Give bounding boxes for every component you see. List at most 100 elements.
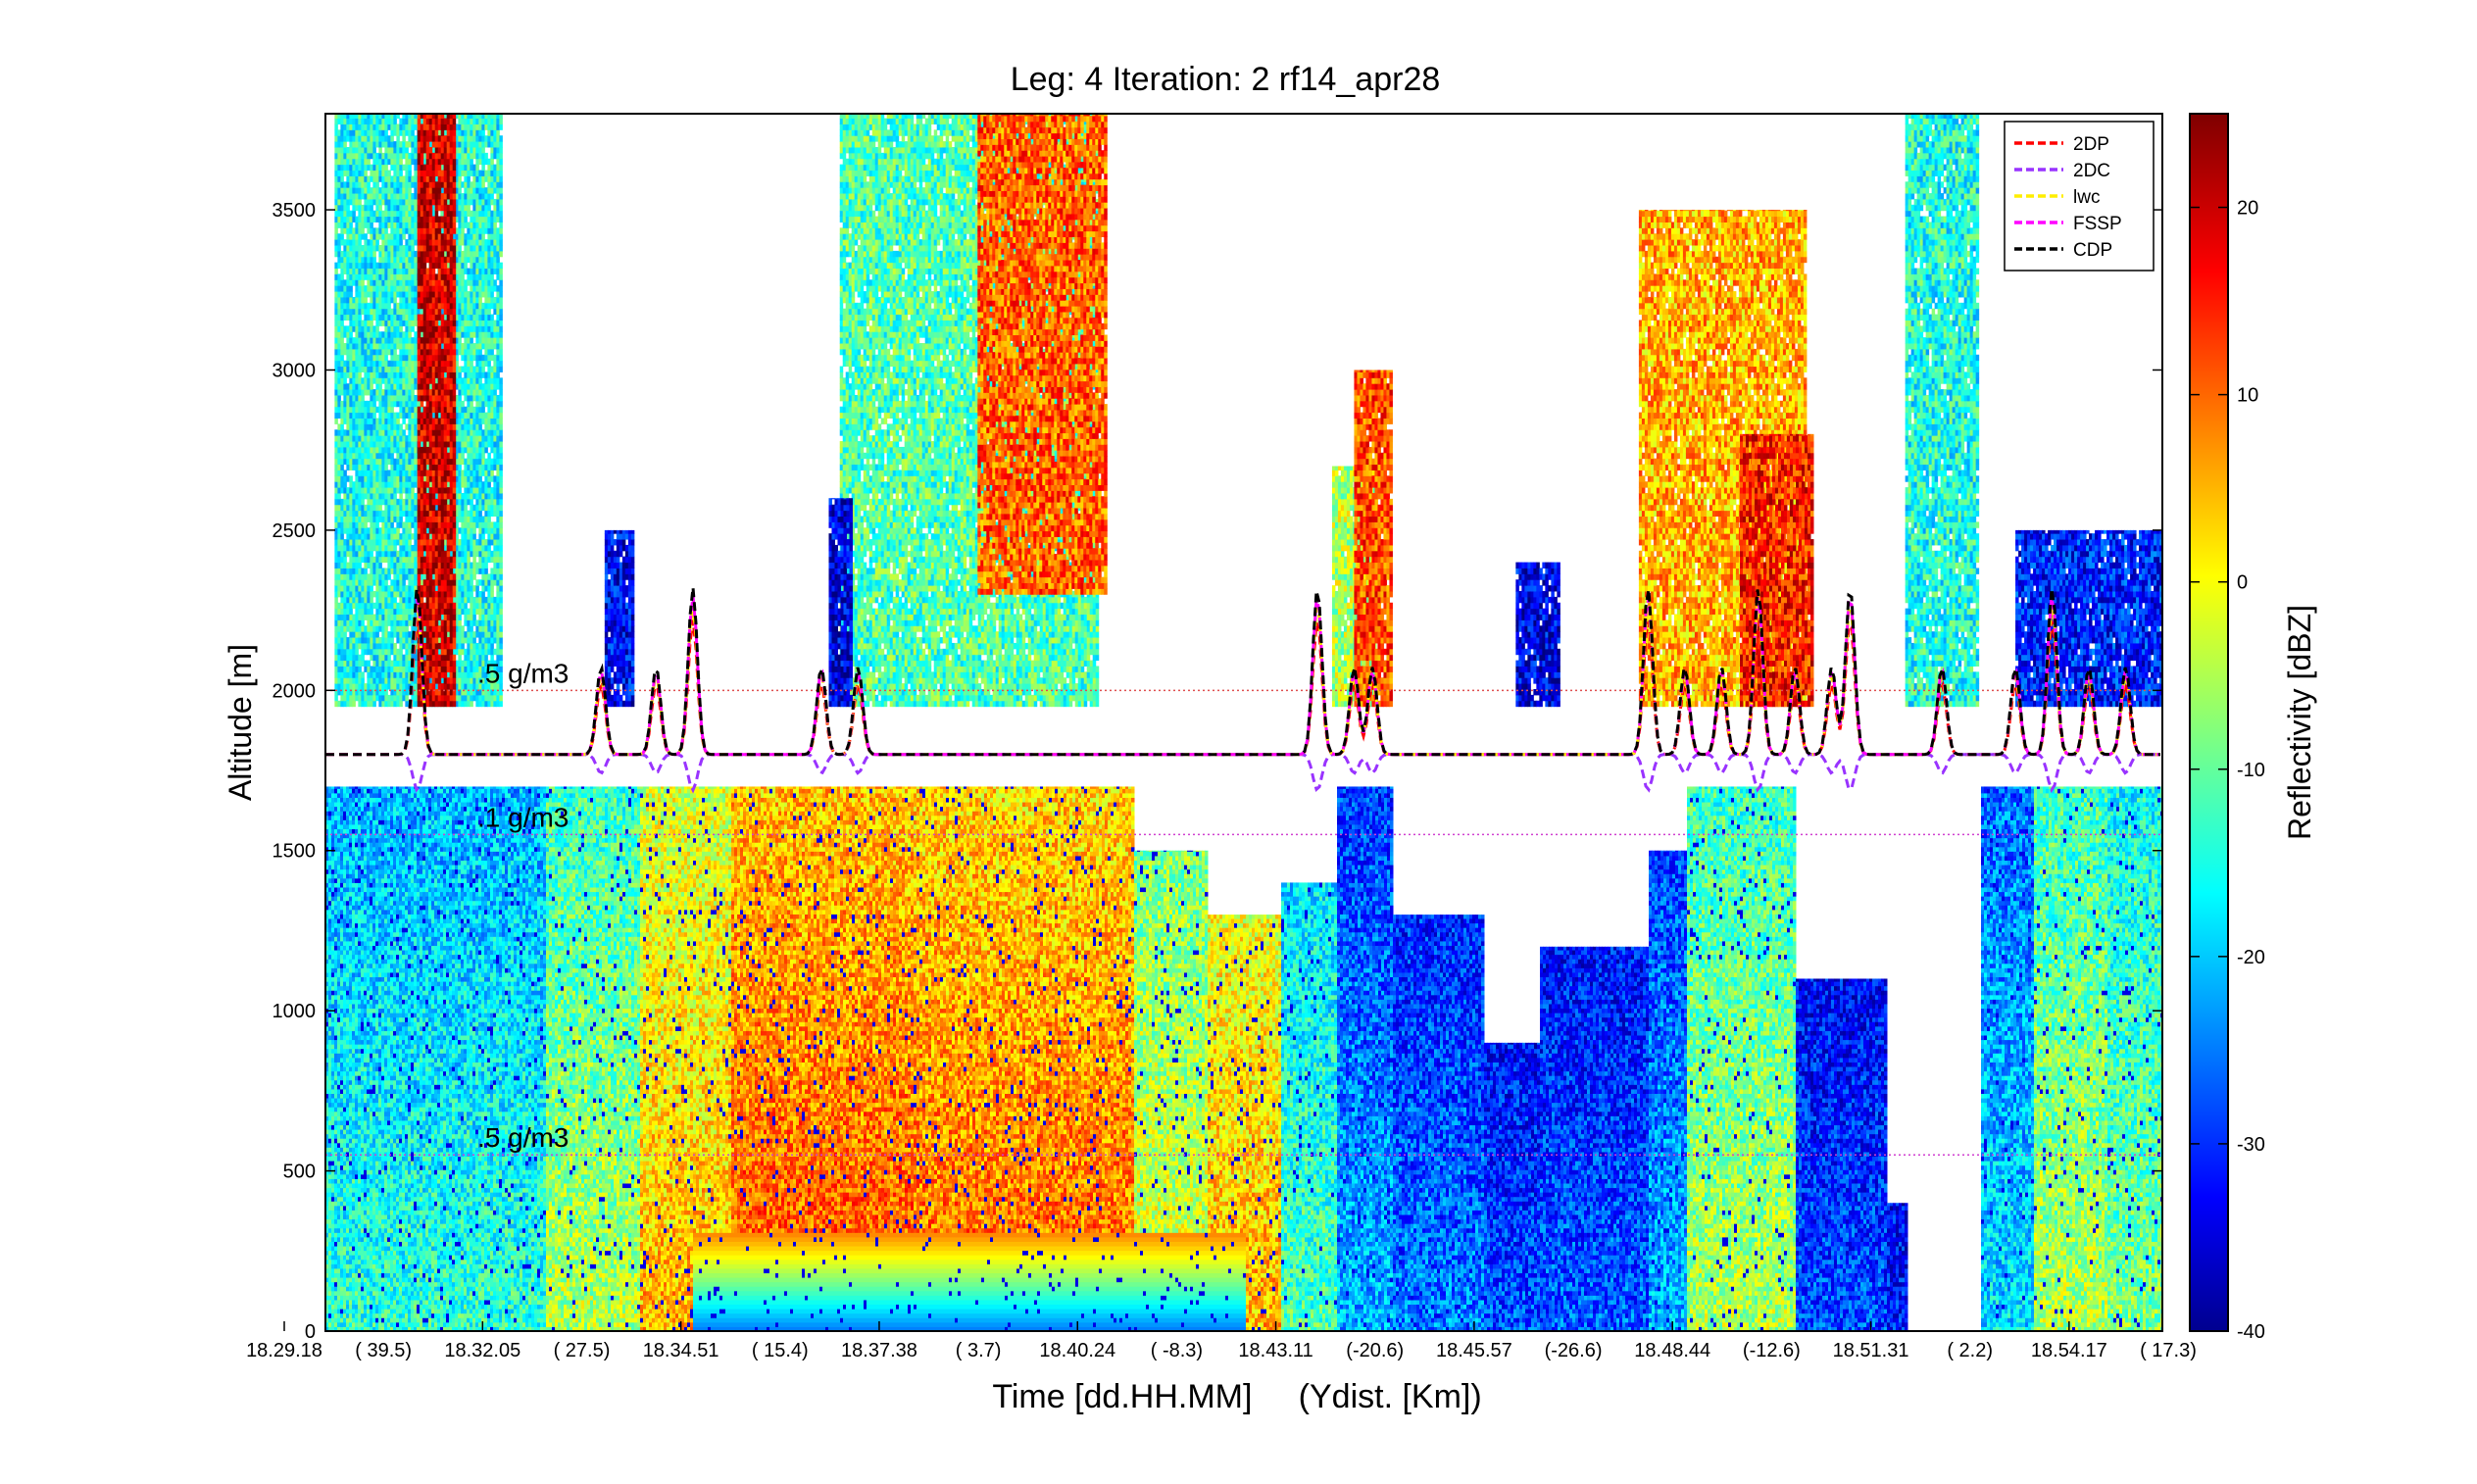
field-cell	[328, 1228, 332, 1233]
field-cell	[334, 1058, 338, 1063]
field-cell	[370, 1251, 373, 1256]
field-cell	[361, 797, 365, 802]
field-cell	[352, 1210, 356, 1214]
field-cell	[328, 811, 332, 816]
field-cell	[367, 1112, 371, 1116]
field-cell	[355, 1053, 359, 1058]
field-cell	[337, 1197, 341, 1202]
field-cell	[364, 1260, 368, 1264]
field-cell	[346, 990, 350, 995]
field-cell	[334, 1241, 338, 1246]
field-cell	[358, 807, 362, 812]
field-cell	[352, 878, 356, 883]
field-cell	[343, 1305, 347, 1310]
field-cell	[361, 802, 365, 807]
field-cell	[352, 964, 356, 968]
field-cell	[337, 918, 341, 923]
field-cell	[352, 1214, 356, 1219]
field-cell	[364, 1098, 368, 1103]
field-cell	[328, 1115, 332, 1120]
field-cell	[349, 1143, 353, 1148]
field-cell	[346, 887, 350, 892]
field-cell	[372, 927, 376, 932]
field-cell	[355, 1169, 359, 1174]
field-cell	[358, 1210, 362, 1214]
field-cell	[364, 1317, 368, 1322]
field-cell	[349, 824, 353, 829]
field-cell	[361, 932, 365, 937]
field-cell	[337, 1138, 341, 1143]
field-cell	[352, 1075, 356, 1080]
field-cell	[372, 1251, 376, 1256]
plot-area: .5 g/m3.1 g/m3.5 g/m3 050010001500200025…	[246, 114, 2197, 1361]
field-cell	[343, 1246, 347, 1251]
field-cell	[352, 816, 356, 820]
field-cell	[346, 1098, 350, 1103]
field-cell	[364, 1309, 368, 1313]
field-cell	[352, 972, 356, 977]
field-cell	[331, 1066, 335, 1071]
field-cell	[346, 788, 350, 793]
field-cell	[372, 1183, 376, 1188]
field-cell	[337, 847, 341, 852]
field-cell	[355, 1201, 359, 1206]
field-cell	[361, 847, 365, 852]
field-cell	[337, 1223, 341, 1228]
field-cell	[355, 1040, 359, 1045]
field-cell	[328, 1071, 332, 1076]
field-cell	[358, 865, 362, 869]
field-cell	[346, 892, 350, 897]
field-cell	[355, 901, 359, 906]
field-cell	[334, 1277, 338, 1282]
field-cell	[372, 1237, 376, 1242]
field-cell	[340, 856, 344, 861]
field-cell	[355, 1197, 359, 1202]
field-cell	[331, 959, 335, 964]
field-cell	[372, 1260, 376, 1264]
field-cell	[334, 1049, 338, 1054]
field-cell	[331, 995, 335, 1000]
field-cell	[349, 1210, 353, 1214]
field-cell	[328, 1044, 332, 1049]
field-cell	[367, 955, 371, 960]
field-cell	[352, 1237, 356, 1242]
field-cell	[367, 786, 371, 788]
field-cell	[370, 1206, 373, 1211]
field-cell	[334, 788, 338, 793]
field-cell	[331, 856, 335, 861]
field-cell	[331, 1120, 335, 1125]
field-cell	[352, 959, 356, 964]
field-cell	[334, 1147, 338, 1152]
field-cell	[331, 1021, 335, 1026]
field-cell	[331, 1305, 335, 1310]
field-cell	[343, 1255, 347, 1260]
field-cell	[337, 1089, 341, 1094]
field-cell	[343, 851, 347, 856]
field-cell	[372, 811, 376, 816]
field-cell	[337, 1107, 341, 1112]
field-cell	[337, 1053, 341, 1058]
field-cell	[361, 1129, 365, 1134]
field-cell	[352, 1201, 356, 1206]
field-cell	[358, 842, 362, 847]
field-cell	[372, 918, 376, 923]
field-cell	[337, 1030, 341, 1035]
field-cell	[352, 945, 356, 950]
field-cell	[349, 1277, 353, 1282]
field-cell	[367, 1093, 371, 1098]
field-cell	[367, 816, 371, 820]
field-cell	[361, 990, 365, 995]
field-cell	[343, 1268, 347, 1273]
field-cell	[331, 945, 335, 950]
field-cell	[349, 1241, 353, 1246]
field-cell	[364, 990, 368, 995]
field-cell	[358, 914, 362, 918]
field-cell	[343, 896, 347, 901]
field-cell	[355, 986, 359, 991]
field-cell	[358, 1282, 362, 1287]
field-cell	[349, 861, 353, 866]
field-cell	[370, 1058, 373, 1063]
field-cell	[355, 1219, 359, 1224]
field-cell	[337, 959, 341, 964]
field-cell	[375, 1260, 379, 1264]
